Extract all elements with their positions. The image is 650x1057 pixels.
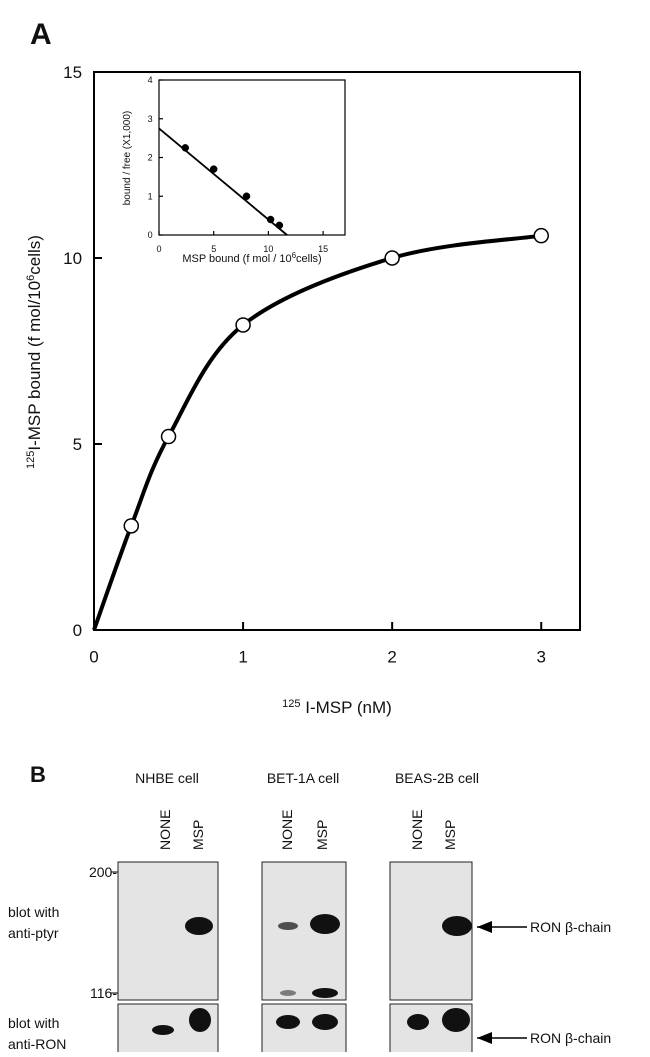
x-tick-label: 15 [318,244,328,254]
lane-label: MSP [190,820,206,850]
band [310,914,340,934]
x-tick-label: 3 [537,647,546,666]
blots [111,861,527,1057]
band [278,922,298,930]
plot-frame [158,79,346,236]
y-tick-label: 1 [148,191,153,201]
fit-curve [158,127,288,236]
inset-y-label: bound / free (X1,000) [122,111,133,206]
y-tick-label: 4 [148,75,153,85]
band [442,1008,470,1032]
data-point [384,250,400,266]
arrow-head [477,921,492,933]
y-axis-label: 125I-MSP bound (f mol/106cells) [25,235,44,469]
y-tick-label: 15 [63,63,82,82]
arrow-label: RON β-chain [530,1030,611,1046]
band [312,1014,338,1030]
y-tick-label: 5 [73,435,82,454]
lane-label: NONE [409,810,425,850]
x-tick-label: 5 [211,244,216,254]
band [276,1015,300,1029]
mw-marker: 116- [90,985,117,1001]
lane-label: NONE [157,810,173,850]
sup: 6 [292,251,297,260]
band [185,917,213,935]
lane-label: NONE [279,810,295,850]
sup: 125 [25,451,37,469]
band [189,1008,211,1032]
x-tick-label: 2 [387,647,396,666]
x-tick-label: 10 [263,244,273,254]
data-point [181,144,190,152]
band [280,990,296,996]
inset-x-label: MSP bound (f mol / 106cells) [182,251,321,266]
text: I-MSP bound (f mol/10 [25,281,44,451]
text: cells) [296,253,322,265]
row-label: blot with [8,1015,59,1031]
row-label: anti-RON [8,1036,66,1052]
band [442,916,472,936]
data-point [533,227,549,244]
x-tick-label: 0 [89,647,98,666]
data-point [266,215,275,224]
x-tick-label: 0 [156,244,161,254]
data-point [242,192,251,200]
lane-label: MSP [314,820,330,850]
arrow-head [477,1032,492,1044]
cell-label: BET-1A cell [267,770,339,786]
data-point [235,317,251,333]
panel-label: A [30,18,52,51]
arrow-label: RON β-chain [530,919,611,935]
band [312,988,338,998]
mw-marker: 200- [89,864,117,880]
text: MSP bound (f mol / 10 [182,253,291,265]
blot [261,1003,347,1057]
row-label: blot with [8,904,59,920]
x-axis-label: 125 I-MSP (nM) [282,698,392,717]
cell-label: BEAS-2B cell [395,770,479,786]
y-tick-label: 2 [148,153,153,163]
band [407,1014,429,1030]
sup: 6 [25,275,37,281]
text: I-MSP (nM) [301,698,392,717]
text: cells) [25,235,44,275]
y-tick-label: 0 [148,230,153,240]
data-point [209,165,218,173]
panel-label: B [30,762,46,787]
lane-label: MSP [442,820,458,850]
band [152,1025,174,1035]
data-point [160,428,177,445]
cell-label: NHBE cell [135,770,199,786]
y-tick-label: 10 [63,249,82,268]
data-point [275,221,284,230]
data-point [123,518,140,534]
y-tick-label: 3 [148,114,153,124]
y-tick-label: 0 [73,621,82,640]
row-label: anti-ptyr [8,925,59,941]
x-tick-label: 1 [238,647,247,666]
sup: 125 [282,698,300,710]
